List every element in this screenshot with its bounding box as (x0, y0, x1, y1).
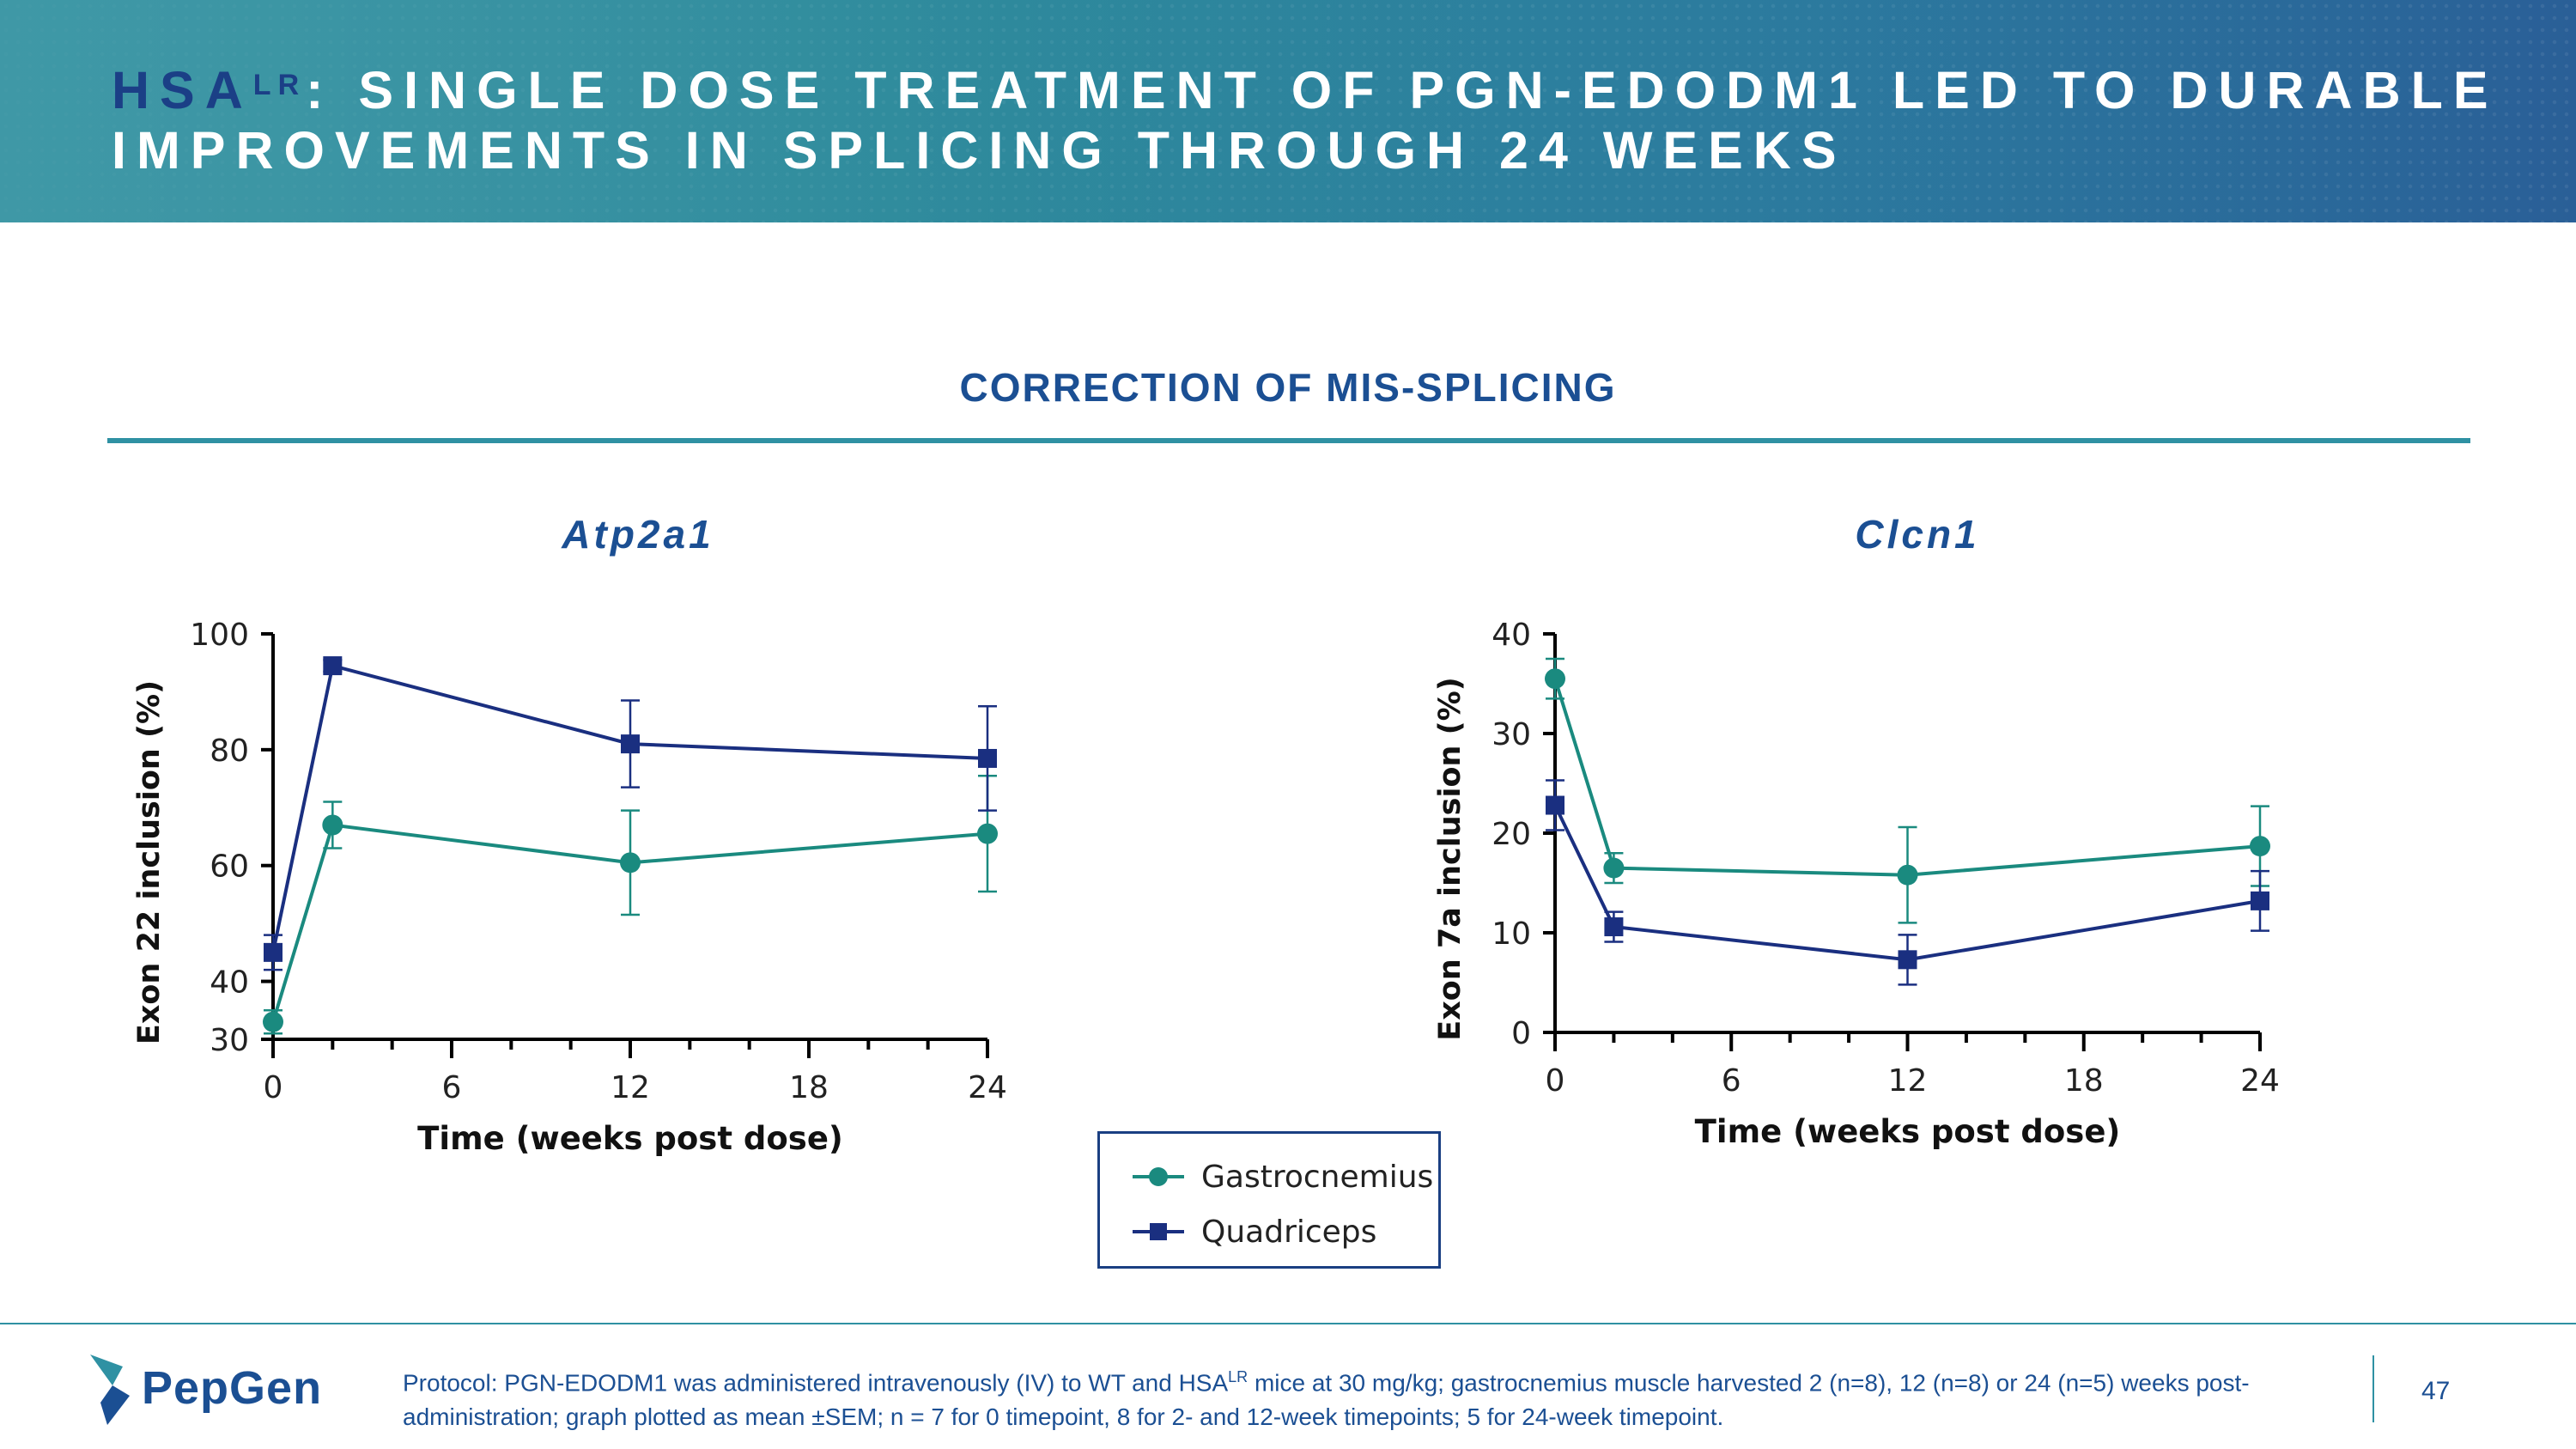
data-point (977, 823, 998, 844)
x-tick-label: 24 (968, 1070, 1007, 1105)
series-line (1553, 804, 2261, 962)
y-tick-label: 40 (210, 965, 249, 1001)
protocol-note: Protocol: PGN-EDODM1 was administered in… (403, 1368, 2250, 1431)
x-tick-label: 18 (789, 1070, 829, 1105)
data-point (620, 852, 641, 874)
legend-item-gastrocnemius: Gastrocnemius (1133, 1159, 1434, 1195)
data-point (264, 942, 283, 962)
x-tick-label: 0 (1546, 1063, 1565, 1099)
chart-title-clcn1: Clcn1 (1855, 512, 1980, 557)
data-point (2251, 891, 2269, 910)
y-tick-label: 0 (1511, 1016, 1531, 1051)
chart-clcn1: 0 10 20 30 40 0 6 12 18 24 Time (weeks post dose) E… (1433, 618, 2280, 1150)
data-point (1546, 795, 1564, 815)
x-tick-label: 12 (1888, 1063, 1928, 1099)
y-tick-label: 30 (1492, 717, 1531, 752)
chart-atp2a1: 30 40 60 80 100 0 6 12 18 24 Time (weeks post dose… (132, 618, 1007, 1157)
x-tick-label: 6 (442, 1070, 462, 1105)
x-axis-label: Time (weeks post dose) (1695, 1113, 2121, 1150)
y-tick-label: 10 (1492, 916, 1531, 952)
header-banner: HSALR: SINGLE DOSE TREATMENT OF PGN-EDOD… (0, 0, 2576, 222)
legend-label: Quadriceps (1201, 1214, 1377, 1250)
data-point (978, 748, 997, 768)
chart-title-atp2a1: Atp2a1 (562, 512, 714, 557)
x-axis-label: Time (weeks post dose) (417, 1120, 843, 1157)
y-tick-label: 30 (210, 1023, 249, 1058)
footer-separator (2372, 1355, 2374, 1422)
y-tick-label: 80 (210, 734, 249, 769)
page-number: 47 (2421, 1377, 2451, 1405)
logo-text: PepGen (142, 1362, 323, 1414)
x-tick-label: 18 (2064, 1063, 2104, 1099)
data-point (621, 734, 640, 754)
x-tick-label: 12 (611, 1070, 650, 1105)
logo-mark-icon (90, 1355, 130, 1425)
data-point (1604, 917, 1624, 937)
data-point (323, 656, 343, 676)
y-tick-label: 100 (190, 618, 249, 653)
x-tick-label: 6 (1722, 1063, 1741, 1099)
y-tick-label: 40 (1492, 618, 1531, 653)
data-point (1603, 857, 1625, 879)
legend-circle-marker (1133, 1167, 1184, 1186)
y-axis-label: Exon 7a inclusion (%) (1433, 677, 1467, 1040)
section-divider (107, 438, 2470, 443)
data-point (322, 814, 343, 836)
data-point (1545, 668, 1565, 690)
legend: Gastrocnemius Quadriceps (1097, 1131, 1441, 1269)
y-tick-label: 20 (1492, 817, 1531, 852)
pepgen-logo: PepGen (88, 1351, 337, 1428)
series-quadriceps (1546, 779, 2269, 986)
series-gastrocnemius (263, 774, 998, 1035)
footer-divider (0, 1323, 2576, 1324)
data-point (2250, 836, 2270, 857)
header-fade (0, 0, 2576, 222)
data-point (263, 1011, 283, 1032)
series-quadriceps (264, 656, 997, 971)
x-tick-label: 0 (264, 1070, 283, 1105)
y-tick-label: 60 (210, 849, 249, 885)
series-line (271, 663, 988, 953)
legend-square-marker (1133, 1223, 1184, 1240)
series-gastrocnemius (1545, 657, 2270, 924)
x-tick-label: 24 (2240, 1063, 2280, 1099)
legend-item-quadriceps: Quadriceps (1133, 1214, 1377, 1250)
data-point (1898, 950, 1917, 970)
section-title: CORRECTION OF MIS-SPLICING (959, 365, 1617, 410)
y-axis-label: Exon 22 inclusion (%) (132, 680, 167, 1044)
title-rest: : SINGLE DOSE TREATMENT OF PGN-EDODM1 LE… (112, 61, 2499, 180)
series-line (1553, 678, 2261, 877)
slide-title: HSALR: SINGLE DOSE TREATMENT OF PGN-EDOD… (112, 60, 2516, 180)
legend-label: Gastrocnemius (1201, 1159, 1434, 1195)
data-point (1897, 864, 1918, 886)
series-line (271, 823, 988, 1023)
title-prefix: HSALR (112, 61, 307, 119)
